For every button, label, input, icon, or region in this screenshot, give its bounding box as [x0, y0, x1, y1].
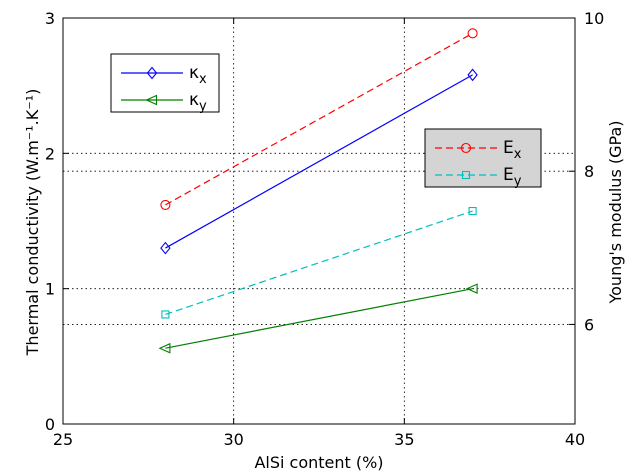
data-point [467, 68, 478, 82]
legend-box [110, 53, 220, 113]
series-line [165, 74, 473, 249]
x-tick-label: 30 [223, 430, 243, 449]
data-point [160, 241, 171, 255]
y-tick-label-right: 6 [584, 315, 594, 334]
data-point [158, 342, 171, 354]
data-point [160, 199, 171, 210]
legend-label: κx [189, 63, 207, 87]
legend-symbol: E [503, 165, 514, 185]
legend-label: Ex [503, 138, 522, 162]
plot-frame [62, 17, 576, 425]
series-Ex [160, 28, 478, 210]
y-tick-label-left: 3 [45, 9, 55, 28]
y-axis-label-right: Young's modulus (GPa) [606, 121, 625, 305]
x-tick-label: 25 [53, 430, 73, 449]
legend-subscript: y [514, 174, 522, 189]
legend-label: Ey [503, 165, 522, 189]
legend-marker [145, 94, 158, 106]
legend-symbol: κ [189, 90, 199, 110]
series-line [165, 210, 473, 316]
legend-subscript: x [514, 147, 522, 162]
data-point [467, 28, 478, 39]
series-κx [160, 68, 478, 255]
legend-label: κy [189, 90, 207, 114]
legend-marker [460, 142, 472, 154]
series-Ey [161, 206, 477, 319]
y-tick-label-right: 10 [584, 9, 604, 28]
x-tick-label: 40 [565, 430, 585, 449]
y-tick-label-left: 1 [45, 280, 55, 299]
y-tick-label-left: 2 [45, 144, 55, 163]
data-point [468, 206, 477, 216]
y-axis-label-left: Thermal conductivity (W.m⁻¹.K⁻¹) [23, 89, 42, 357]
legend-subscript: y [199, 99, 207, 114]
series-line [165, 288, 473, 349]
x-tick-label: 35 [394, 430, 414, 449]
legend-box [424, 128, 542, 188]
axes [62, 17, 576, 425]
data-point [161, 310, 170, 319]
legend-subscript: x [199, 72, 207, 87]
tick-labels: 25 30 35 40 0 1 2 3 6 8 10 [45, 9, 605, 449]
x-axis-label: AlSi content (%) [254, 453, 383, 472]
y-tick-label-left: 0 [45, 415, 55, 434]
legend-symbol: κ [189, 63, 199, 83]
legend-marker [461, 170, 471, 180]
series-line [165, 32, 473, 206]
series-κy [158, 283, 478, 354]
y-tick-label-right: 8 [584, 162, 594, 181]
series-layer [158, 28, 478, 354]
legend-marker [146, 66, 158, 80]
grid-lines [63, 18, 575, 424]
legend-symbol: E [503, 138, 514, 158]
data-point [465, 283, 478, 295]
